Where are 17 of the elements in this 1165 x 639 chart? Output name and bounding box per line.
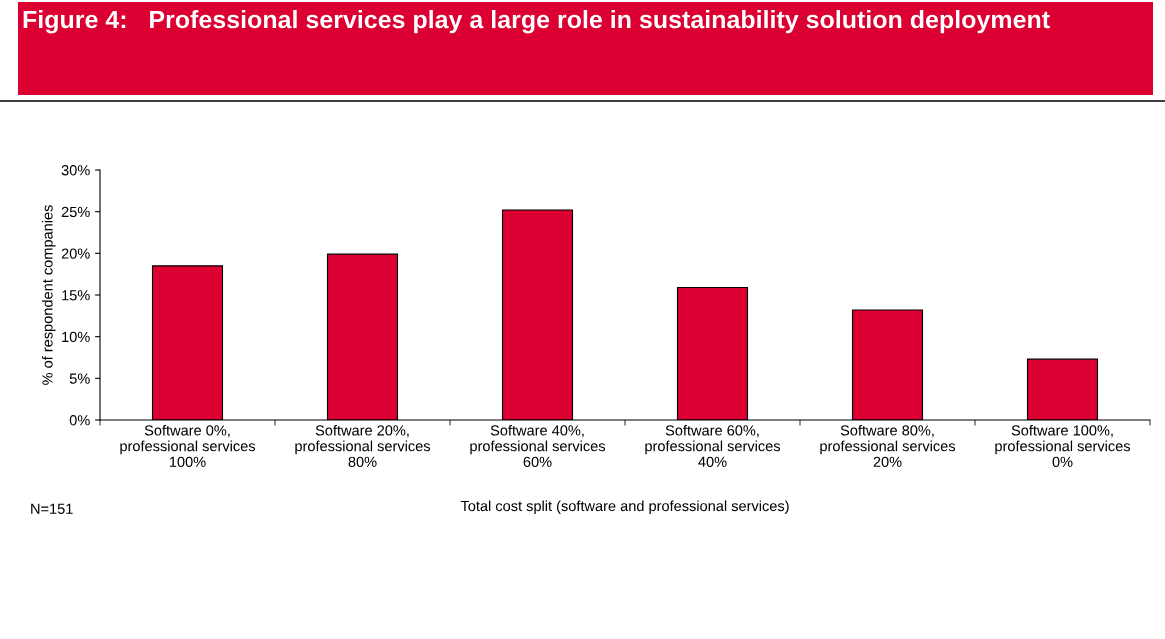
- y-tick-label: 20%: [61, 248, 90, 259]
- y-tick-label: 15%: [62, 290, 90, 301]
- x-tick-label: Software 100%, professional services 0%: [995, 424, 1131, 467]
- x-axis-title: Total cost split (software and professional services): [460, 500, 789, 515]
- y-axis-title: % of respondent companies: [41, 205, 56, 385]
- y-tick-label: 10%: [62, 331, 90, 343]
- y-tick-label: 5%: [69, 373, 90, 384]
- y-tick-label: 25%: [61, 206, 90, 218]
- x-tick-label: Software 20%, professional services 80%: [295, 424, 431, 467]
- y-tick-label: 0%: [69, 415, 90, 426]
- x-tick-label: Software 60%, professional services 40%: [645, 424, 781, 467]
- x-tick-label: Software 0%, professional services 100%: [120, 424, 256, 467]
- y-tick-label: 30%: [61, 165, 90, 176]
- x-tick-label: Software 40%, professional services 60%: [470, 424, 606, 467]
- x-tick-label: Software 80%, professional services 20%: [820, 424, 956, 467]
- text: N=151: [31, 503, 73, 514]
- chart-title: Figure 4: Professional services play a large role in sustainability solution deployment: [23, 10, 1050, 34]
